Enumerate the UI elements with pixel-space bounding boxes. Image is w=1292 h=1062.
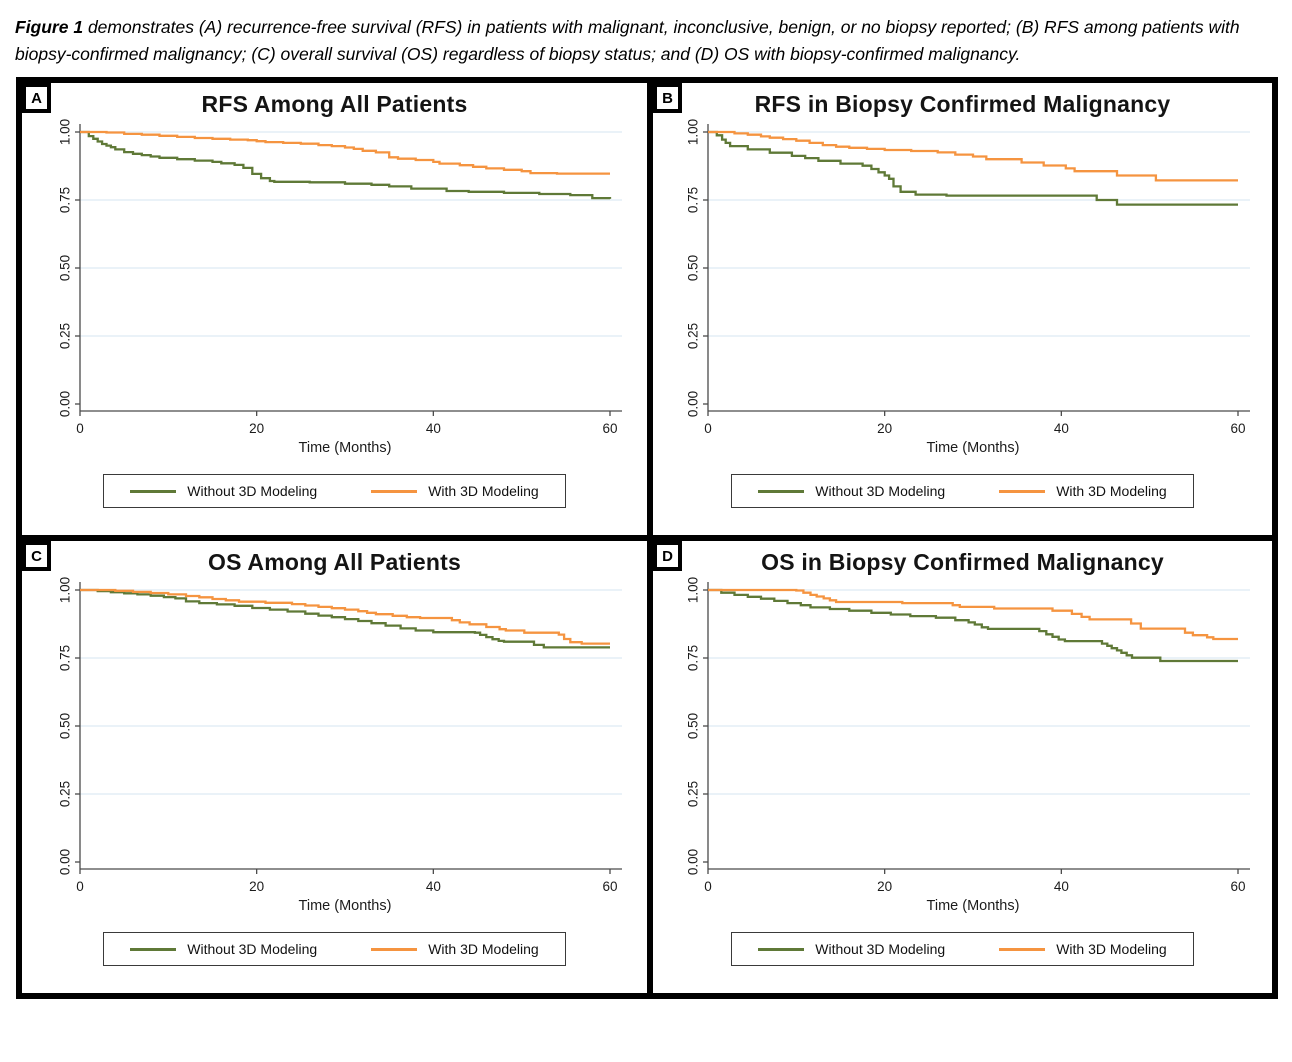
y-tick-label: 0.75: [685, 187, 700, 213]
figure-caption-text: demonstrates (A) recurrence-free surviva…: [15, 17, 1240, 64]
x-tick-label: 0: [76, 879, 84, 894]
panel-b: B RFS in Biopsy Confirmed Malignancy 0.0…: [647, 83, 1272, 536]
x-tick-label: 20: [877, 879, 892, 894]
x-axis-title: Time (Months): [926, 898, 1019, 914]
series-line-with-3d-modeling: [707, 131, 1238, 183]
y-tick-label: 1.00: [685, 577, 700, 603]
x-axis-title: Time (Months): [298, 898, 391, 914]
panel-a: A RFS Among All Patients 0.00 0.25 0.50 0.7…: [22, 83, 647, 536]
legend-label-without-3d: Without 3D Modeling: [815, 941, 946, 958]
legend-line-with-3d-icon: [371, 947, 418, 951]
x-tick-label: 40: [425, 421, 440, 436]
legend-item-with-3d: With 3D Modeling: [371, 483, 539, 499]
series-line-without-3d-modeling: [79, 131, 611, 200]
y-tick-label: 0.25: [685, 781, 700, 807]
x-tick-label: 40: [425, 879, 440, 894]
legend-item-without-3d: Without 3D Modeling: [758, 483, 945, 499]
legend-b: Without 3D Modeling With 3D Modeling: [731, 474, 1194, 509]
y-tick-label: 0.00: [685, 391, 700, 417]
series-line-without-3d-modeling: [707, 589, 1238, 663]
panel-d: D OS in Biopsy Confirmed Malignancy 0.00…: [647, 535, 1272, 994]
legend-label-with-3d: With 3D Modeling: [1056, 483, 1167, 500]
panel-a-title: RFS Among All Patients: [201, 91, 468, 118]
legend-item-with-3d: With 3D Modeling: [999, 941, 1167, 957]
y-tick-label: 1.00: [685, 119, 700, 145]
km-plot-d: 0.00 0.25 0.50 0.75 1.00 0 20 40 60 Time (Months): [685, 577, 1250, 914]
y-tick-label: 0.50: [685, 713, 700, 739]
y-tick-label: 1.00: [57, 577, 72, 603]
legend-item-without-3d: Without 3D Modeling: [130, 941, 317, 957]
panel-d-title: OS in Biopsy Confirmed Malignancy: [761, 549, 1164, 576]
km-plot-a: 0.00 0.25 0.50 0.75 1.00 0 20 40 60 Time (Months): [57, 119, 622, 456]
x-tick-label: 60: [1230, 879, 1245, 894]
series-line-with-3d-modeling: [79, 589, 610, 646]
y-tick-label: 0.75: [685, 645, 700, 671]
legend-a: Without 3D Modeling With 3D Modeling: [103, 474, 566, 509]
y-tick-label: 0.25: [57, 323, 72, 349]
legend-line-with-3d-icon: [999, 489, 1046, 493]
x-tick-label: 60: [602, 421, 617, 436]
figure-caption-label: Figure 1: [15, 17, 84, 37]
legend-item-without-3d: Without 3D Modeling: [130, 483, 317, 499]
legend-label-with-3d: With 3D Modeling: [1056, 941, 1167, 958]
x-tick-label: 40: [1053, 879, 1068, 894]
km-plot-c: 0.00 0.25 0.50 0.75 1.00 0 20 40 60 Time (Months): [57, 577, 622, 914]
legend-label-with-3d: With 3D Modeling: [428, 483, 539, 500]
panel-label-c: C: [22, 541, 51, 572]
series-line-with-3d-modeling: [79, 131, 610, 176]
panel-c-title: OS Among All Patients: [208, 549, 461, 576]
panel-c: C OS Among All Patients 0.00 0.25 0.50 0.75…: [22, 535, 647, 994]
x-tick-label: 20: [249, 879, 264, 894]
legend-label-without-3d: Without 3D Modeling: [187, 941, 318, 958]
legend-line-without-3d-icon: [758, 947, 805, 951]
y-tick-label: 1.00: [57, 119, 72, 145]
y-tick-label: 0.50: [57, 713, 72, 739]
legend-item-without-3d: Without 3D Modeling: [758, 941, 945, 957]
y-tick-label: 0.00: [57, 849, 72, 875]
x-tick-label: 0: [704, 421, 712, 436]
legend-label-without-3d: Without 3D Modeling: [815, 483, 946, 500]
y-tick-label: 0.50: [685, 255, 700, 281]
legend-line-without-3d-icon: [130, 947, 177, 951]
y-tick-label: 0.75: [57, 187, 72, 213]
legend-d: Without 3D Modeling With 3D Modeling: [731, 932, 1194, 967]
legend-line-without-3d-icon: [758, 489, 805, 493]
legend-line-with-3d-icon: [999, 947, 1046, 951]
legend-label-without-3d: Without 3D Modeling: [187, 483, 318, 500]
y-tick-label: 0.25: [57, 781, 72, 807]
figure-1-grid: A RFS Among All Patients 0.00 0.25 0.50 0.7…: [16, 77, 1278, 1000]
legend-label-with-3d: With 3D Modeling: [428, 941, 539, 958]
x-tick-label: 0: [704, 879, 712, 894]
legend-line-without-3d-icon: [130, 489, 177, 493]
figure-caption: Figure 1 demonstrates (A) recurrence-fre…: [15, 14, 1274, 67]
series-line-with-3d-modeling: [707, 589, 1238, 641]
legend-line-with-3d-icon: [371, 489, 418, 493]
x-tick-label: 20: [877, 421, 892, 436]
x-tick-label: 20: [249, 421, 264, 436]
series-line-without-3d-modeling: [79, 589, 610, 650]
y-tick-label: 0.50: [57, 255, 72, 281]
y-tick-label: 0.25: [685, 323, 700, 349]
km-plot-b: 0.00 0.25 0.50 0.75 1.00 0 20 40 60 Time (Months): [685, 119, 1250, 456]
legend-c: Without 3D Modeling With 3D Modeling: [103, 932, 566, 967]
panel-b-title: RFS in Biopsy Confirmed Malignancy: [754, 91, 1171, 118]
y-tick-label: 0.00: [685, 849, 700, 875]
y-tick-label: 0.75: [57, 645, 72, 671]
panel-label-a: A: [22, 83, 51, 114]
x-axis-title: Time (Months): [926, 440, 1019, 456]
legend-item-with-3d: With 3D Modeling: [999, 483, 1167, 499]
x-tick-label: 60: [602, 879, 617, 894]
x-axis-title: Time (Months): [298, 440, 391, 456]
x-tick-label: 0: [76, 421, 84, 436]
y-tick-label: 0.00: [57, 391, 72, 417]
x-tick-label: 40: [1053, 421, 1068, 436]
x-tick-label: 60: [1230, 421, 1245, 436]
panel-label-d: D: [653, 541, 682, 572]
legend-item-with-3d: With 3D Modeling: [371, 941, 539, 957]
series-line-without-3d-modeling: [707, 131, 1238, 207]
panel-label-b: B: [653, 83, 682, 114]
